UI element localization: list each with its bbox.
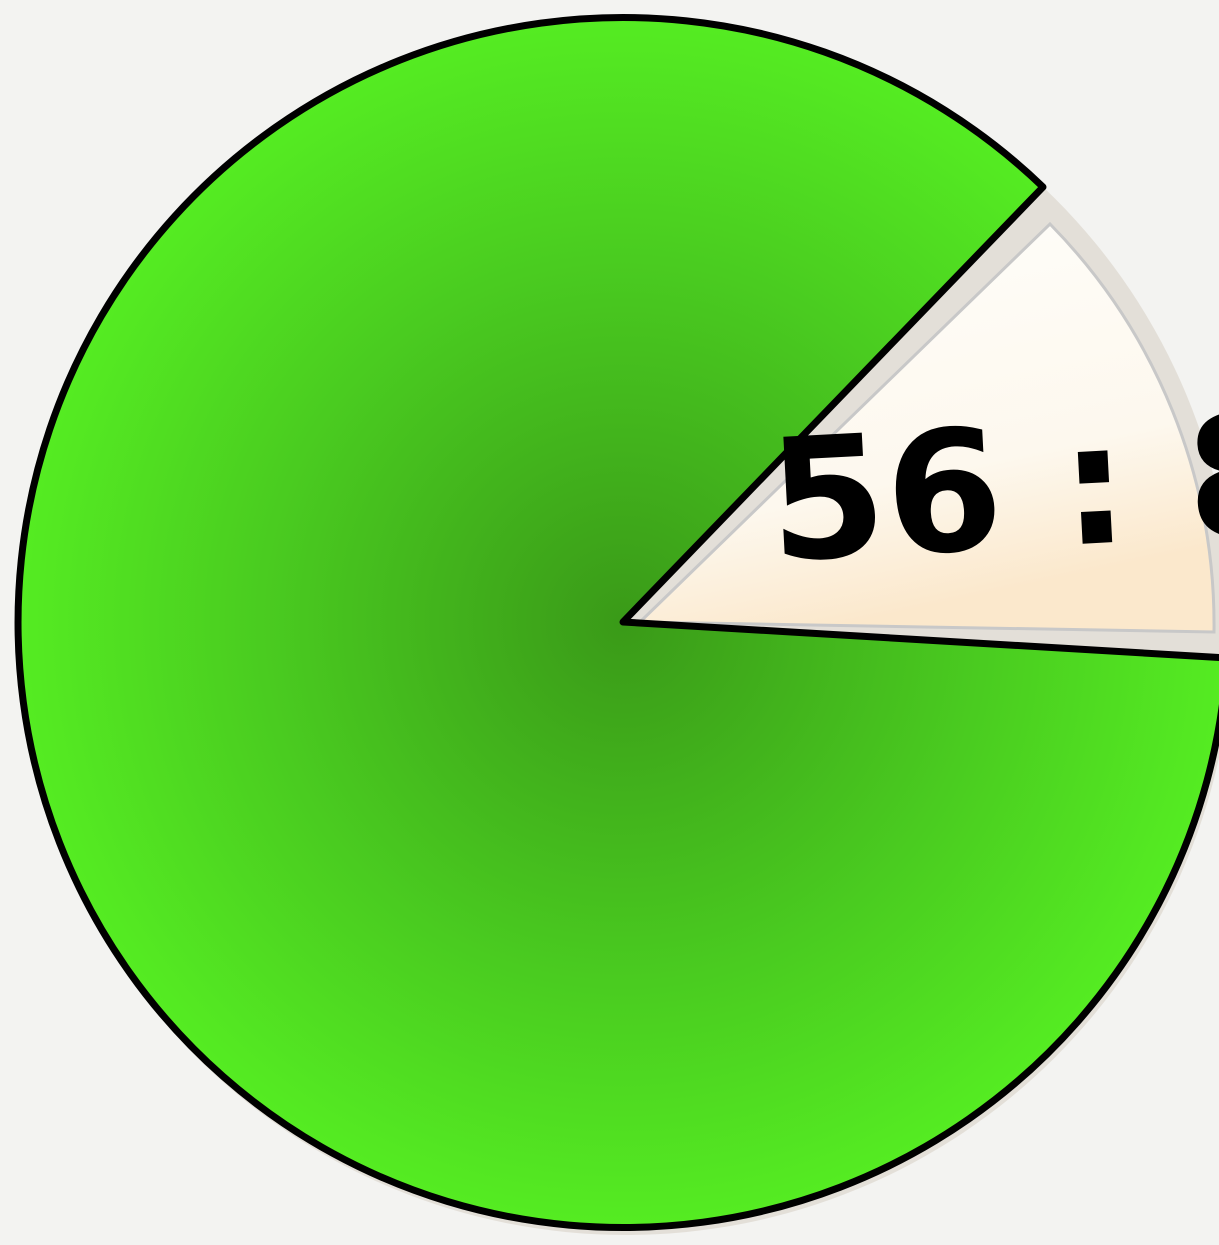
elapsed-sector: [14, 14, 1219, 1231]
remaining-wedge: [636, 221, 1216, 634]
timer-label: 56 : 8: [764, 376, 1219, 600]
